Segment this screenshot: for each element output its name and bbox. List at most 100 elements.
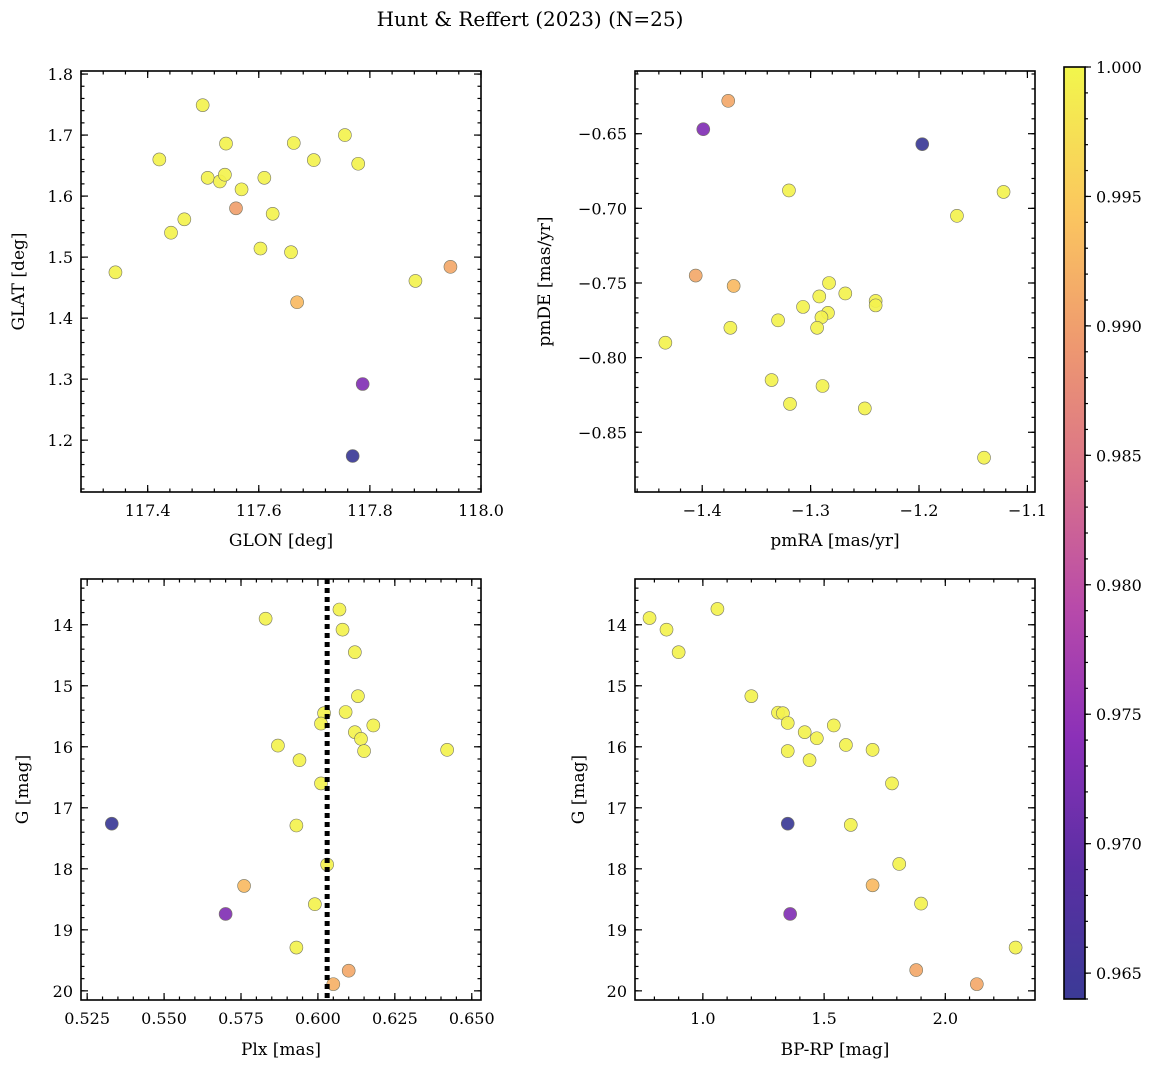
y-tick-label: 1.6 xyxy=(48,187,73,206)
scatter-point xyxy=(351,156,366,171)
y-tick-label: 14 xyxy=(607,616,627,635)
y-tick-label: 17 xyxy=(607,799,627,818)
scatter-point xyxy=(284,245,298,260)
scatter-point xyxy=(810,731,824,746)
scatter-point xyxy=(914,896,928,911)
scatter-point xyxy=(237,879,251,893)
y-tick-label: −0.70 xyxy=(578,199,627,218)
y-tick-label: 14 xyxy=(53,616,73,635)
scatter-point xyxy=(970,977,984,991)
scatter-point xyxy=(338,128,352,142)
scatter-point xyxy=(865,743,880,757)
scatter-point xyxy=(332,602,347,617)
y-tick-label: 1.7 xyxy=(48,126,73,145)
scatter-point xyxy=(838,286,853,301)
x-tick-label: 0.525 xyxy=(64,1009,110,1028)
scatter-point xyxy=(892,857,907,871)
scatter-point xyxy=(796,300,810,314)
scatter-point xyxy=(810,320,824,335)
x-tick-label: 117.4 xyxy=(125,501,171,520)
scatter-point xyxy=(909,963,924,977)
scatter-point xyxy=(104,816,119,831)
y-tick-label: 1.3 xyxy=(48,370,73,389)
y-tick-label: 15 xyxy=(53,677,73,696)
subplot-glon-glat: 117.4 117.6 117.8 118.0 1.2 1.3 1.4 1.5 1.6 1.7 1.… xyxy=(9,65,504,551)
scatter-point xyxy=(338,705,353,719)
scatter-point xyxy=(355,377,370,391)
x-tick-label: 0.650 xyxy=(449,1009,495,1028)
x-tick-label: 0.600 xyxy=(295,1009,341,1028)
scatter-point xyxy=(726,279,741,293)
scatter-point xyxy=(219,136,233,151)
scatter-points xyxy=(642,602,1023,991)
x-tick-label: 2.0 xyxy=(933,1009,958,1028)
scatter-point xyxy=(780,816,795,831)
x-tick-label: −1.1 xyxy=(1008,501,1047,520)
scatter-point xyxy=(868,298,883,313)
y-tick-label: 17 xyxy=(53,799,73,818)
scatter-point xyxy=(797,725,812,739)
scatter-point xyxy=(1008,940,1023,955)
scatter-point xyxy=(289,940,304,955)
x-tick-label: −1.3 xyxy=(791,501,830,520)
x-axis-label: GLON [deg] xyxy=(229,531,333,551)
scatter-point xyxy=(723,320,738,335)
y-axis-label: GLAT [deg] xyxy=(9,232,29,330)
scatter-point xyxy=(289,818,304,833)
axes-frame xyxy=(634,70,1036,493)
scatter-points xyxy=(108,98,458,463)
scatter-point xyxy=(345,449,360,463)
scatter-point xyxy=(721,94,736,108)
x-tick-label: 118.0 xyxy=(458,501,504,520)
scatter-point xyxy=(782,183,796,198)
scatter-point xyxy=(108,265,123,280)
axes-frame xyxy=(80,70,482,493)
y-axis-label: pmDE [mas/yr] xyxy=(535,216,555,346)
scatter-point xyxy=(659,622,674,637)
x-tick-label: −1.2 xyxy=(900,501,939,520)
colorbar-tick-label: 0.975 xyxy=(1096,705,1142,724)
scatter-points xyxy=(104,602,454,991)
scatter-point xyxy=(771,313,785,328)
scatter-point xyxy=(306,153,321,167)
scatter-point xyxy=(443,260,458,274)
y-tick-label: −0.85 xyxy=(578,423,627,442)
scatter-point xyxy=(858,401,872,416)
y-tick-label: −0.65 xyxy=(578,125,627,144)
x-tick-label: 0.575 xyxy=(218,1009,264,1028)
x-tick-label: 117.8 xyxy=(347,501,393,520)
scatter-point xyxy=(950,209,964,223)
x-tick-label: −1.4 xyxy=(683,501,722,520)
x-tick-label: 0.550 xyxy=(141,1009,187,1028)
scatter-point xyxy=(357,744,371,758)
scatter-point xyxy=(195,98,210,112)
scatter-point xyxy=(865,878,880,893)
scatter-point xyxy=(783,397,797,411)
scatter-point xyxy=(229,201,243,216)
scatter-point xyxy=(996,185,1011,199)
scatter-point xyxy=(271,738,285,753)
scatter-point xyxy=(218,167,232,182)
x-tick-label: 1.5 xyxy=(811,1009,836,1028)
scatter-point xyxy=(234,182,249,197)
subplot-plx-g: 0.525 0.550 0.575 0.600 0.625 0.650 14 15 16 17 18… xyxy=(13,578,495,1060)
scatter-point xyxy=(642,611,657,625)
scatter-point xyxy=(839,738,853,752)
scatter-point xyxy=(177,212,192,227)
y-tick-label: 1.2 xyxy=(48,431,73,450)
axes-frame xyxy=(80,578,482,1001)
y-tick-label: 20 xyxy=(53,982,73,1001)
y-tick-label: −0.80 xyxy=(578,349,627,368)
scatter-point xyxy=(366,718,381,733)
scatter-point xyxy=(218,907,233,921)
scatter-point xyxy=(308,897,322,912)
x-axis-label: Plx [mas] xyxy=(241,1040,321,1060)
scatter-points xyxy=(658,94,1011,465)
y-tick-label: 18 xyxy=(53,860,73,879)
scatter-point xyxy=(802,753,817,768)
y-tick-label: 16 xyxy=(607,738,627,757)
scatter-point xyxy=(258,611,273,626)
scatter-point xyxy=(408,274,423,288)
figure-title: Hunt & Reffert (2023) (N=25) xyxy=(377,7,684,31)
scatter-point xyxy=(783,907,797,921)
